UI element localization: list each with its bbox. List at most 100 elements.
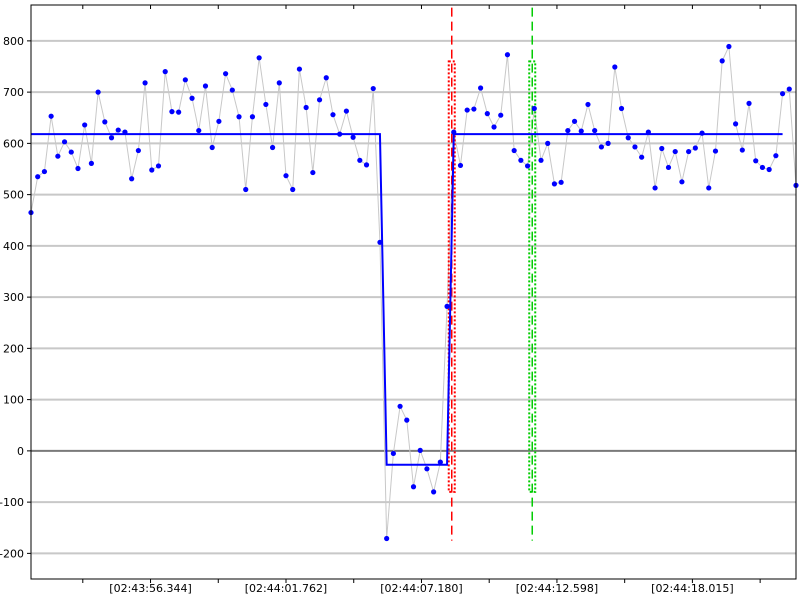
data-point bbox=[632, 144, 638, 150]
data-point bbox=[189, 95, 195, 101]
data-point bbox=[786, 86, 792, 92]
data-point bbox=[61, 139, 68, 145]
x-tick-label: [02:44:01.762] bbox=[245, 582, 327, 595]
data-point bbox=[202, 83, 209, 89]
data-point bbox=[216, 118, 222, 124]
data-point bbox=[357, 157, 363, 163]
data-point bbox=[686, 148, 692, 155]
data-point bbox=[551, 181, 558, 187]
data-point bbox=[363, 162, 370, 168]
data-point bbox=[618, 105, 625, 112]
data-point bbox=[243, 186, 249, 193]
data-point bbox=[437, 459, 443, 465]
data-point bbox=[759, 164, 766, 171]
data-point bbox=[209, 144, 215, 151]
x-axis-labels: [02:43:56.344] [02:44:01.762] [02:44:07.18… bbox=[109, 582, 733, 595]
data-point bbox=[142, 80, 148, 86]
data-point bbox=[565, 127, 571, 134]
data-point bbox=[229, 87, 235, 93]
data-point bbox=[531, 105, 537, 112]
data-point bbox=[249, 114, 256, 120]
data-point bbox=[471, 106, 477, 112]
data-point bbox=[236, 114, 242, 120]
data-point bbox=[377, 239, 383, 245]
data-point bbox=[48, 113, 54, 119]
data-point bbox=[337, 131, 343, 137]
data-point bbox=[692, 145, 698, 151]
data-point bbox=[276, 80, 282, 86]
data-point bbox=[196, 127, 202, 134]
data-point bbox=[612, 64, 618, 70]
data-point bbox=[659, 145, 665, 152]
data-point bbox=[269, 144, 276, 151]
data-point bbox=[397, 403, 403, 409]
data-point bbox=[706, 185, 712, 191]
data-point bbox=[625, 135, 631, 141]
data-point bbox=[162, 69, 168, 75]
data-point bbox=[652, 185, 658, 191]
data-point bbox=[444, 303, 450, 309]
x-tick-label: [02:44:18.015] bbox=[651, 582, 733, 595]
fit-line bbox=[31, 133, 783, 466]
data-point bbox=[538, 157, 544, 163]
data-point bbox=[578, 128, 584, 134]
data-point bbox=[256, 55, 262, 61]
data-point bbox=[155, 163, 162, 169]
y-tick-label: -100 bbox=[0, 496, 24, 509]
green-marker[interactable] bbox=[528, 7, 537, 541]
data-point bbox=[753, 158, 759, 164]
data-point bbox=[149, 167, 155, 173]
data-point bbox=[605, 140, 611, 146]
data-point bbox=[719, 58, 725, 64]
data-point bbox=[68, 149, 74, 155]
y-tick-label: 700 bbox=[3, 86, 24, 99]
data-point bbox=[350, 134, 356, 140]
data-point bbox=[384, 535, 390, 542]
data-point bbox=[733, 121, 739, 127]
data-point bbox=[739, 147, 745, 153]
data-point bbox=[41, 168, 48, 175]
data-point bbox=[699, 130, 705, 136]
y-tick-label: 600 bbox=[3, 137, 24, 150]
data-point bbox=[410, 484, 417, 490]
x-tick-label: [02:44:07.180] bbox=[380, 582, 462, 595]
plot-frame bbox=[30, 4, 797, 580]
data-point bbox=[665, 164, 672, 171]
data-point bbox=[524, 163, 531, 169]
data-point bbox=[223, 71, 229, 77]
data-point bbox=[518, 157, 524, 163]
y-tick-label: 400 bbox=[3, 240, 24, 253]
data-point bbox=[545, 140, 551, 146]
y-tick-label: 100 bbox=[3, 394, 24, 407]
data-point bbox=[108, 135, 115, 141]
data-point bbox=[431, 489, 437, 495]
data-point bbox=[176, 109, 182, 115]
data-point bbox=[75, 165, 81, 172]
data-point bbox=[390, 450, 396, 457]
data-point bbox=[726, 43, 732, 50]
data-points bbox=[28, 43, 799, 542]
x-tick-label: [02:43:56.344] bbox=[109, 582, 191, 595]
data-point bbox=[511, 147, 517, 154]
y-tick-label: 200 bbox=[3, 342, 24, 355]
data-point bbox=[283, 173, 289, 179]
data-point bbox=[95, 89, 101, 95]
green-marker-band bbox=[528, 60, 537, 493]
y-tick-label: -200 bbox=[0, 547, 24, 560]
data-point bbox=[35, 174, 41, 180]
data-point bbox=[504, 52, 511, 58]
data-point bbox=[323, 75, 329, 81]
data-point bbox=[585, 101, 591, 108]
data-point bbox=[182, 77, 188, 83]
data-point bbox=[712, 148, 719, 154]
data-point bbox=[679, 179, 685, 185]
data-point bbox=[122, 129, 128, 135]
y-axis-labels: -200 -100 0 100 200 300 400 500 600 700 800 bbox=[0, 35, 24, 561]
x-tick-label: [02:44:12.598] bbox=[516, 582, 598, 595]
data-point bbox=[773, 153, 779, 159]
cursor-markers[interactable] bbox=[447, 7, 537, 541]
data-point bbox=[330, 112, 336, 118]
data-point bbox=[263, 101, 269, 108]
data-point bbox=[484, 111, 490, 117]
data-point bbox=[478, 85, 484, 91]
